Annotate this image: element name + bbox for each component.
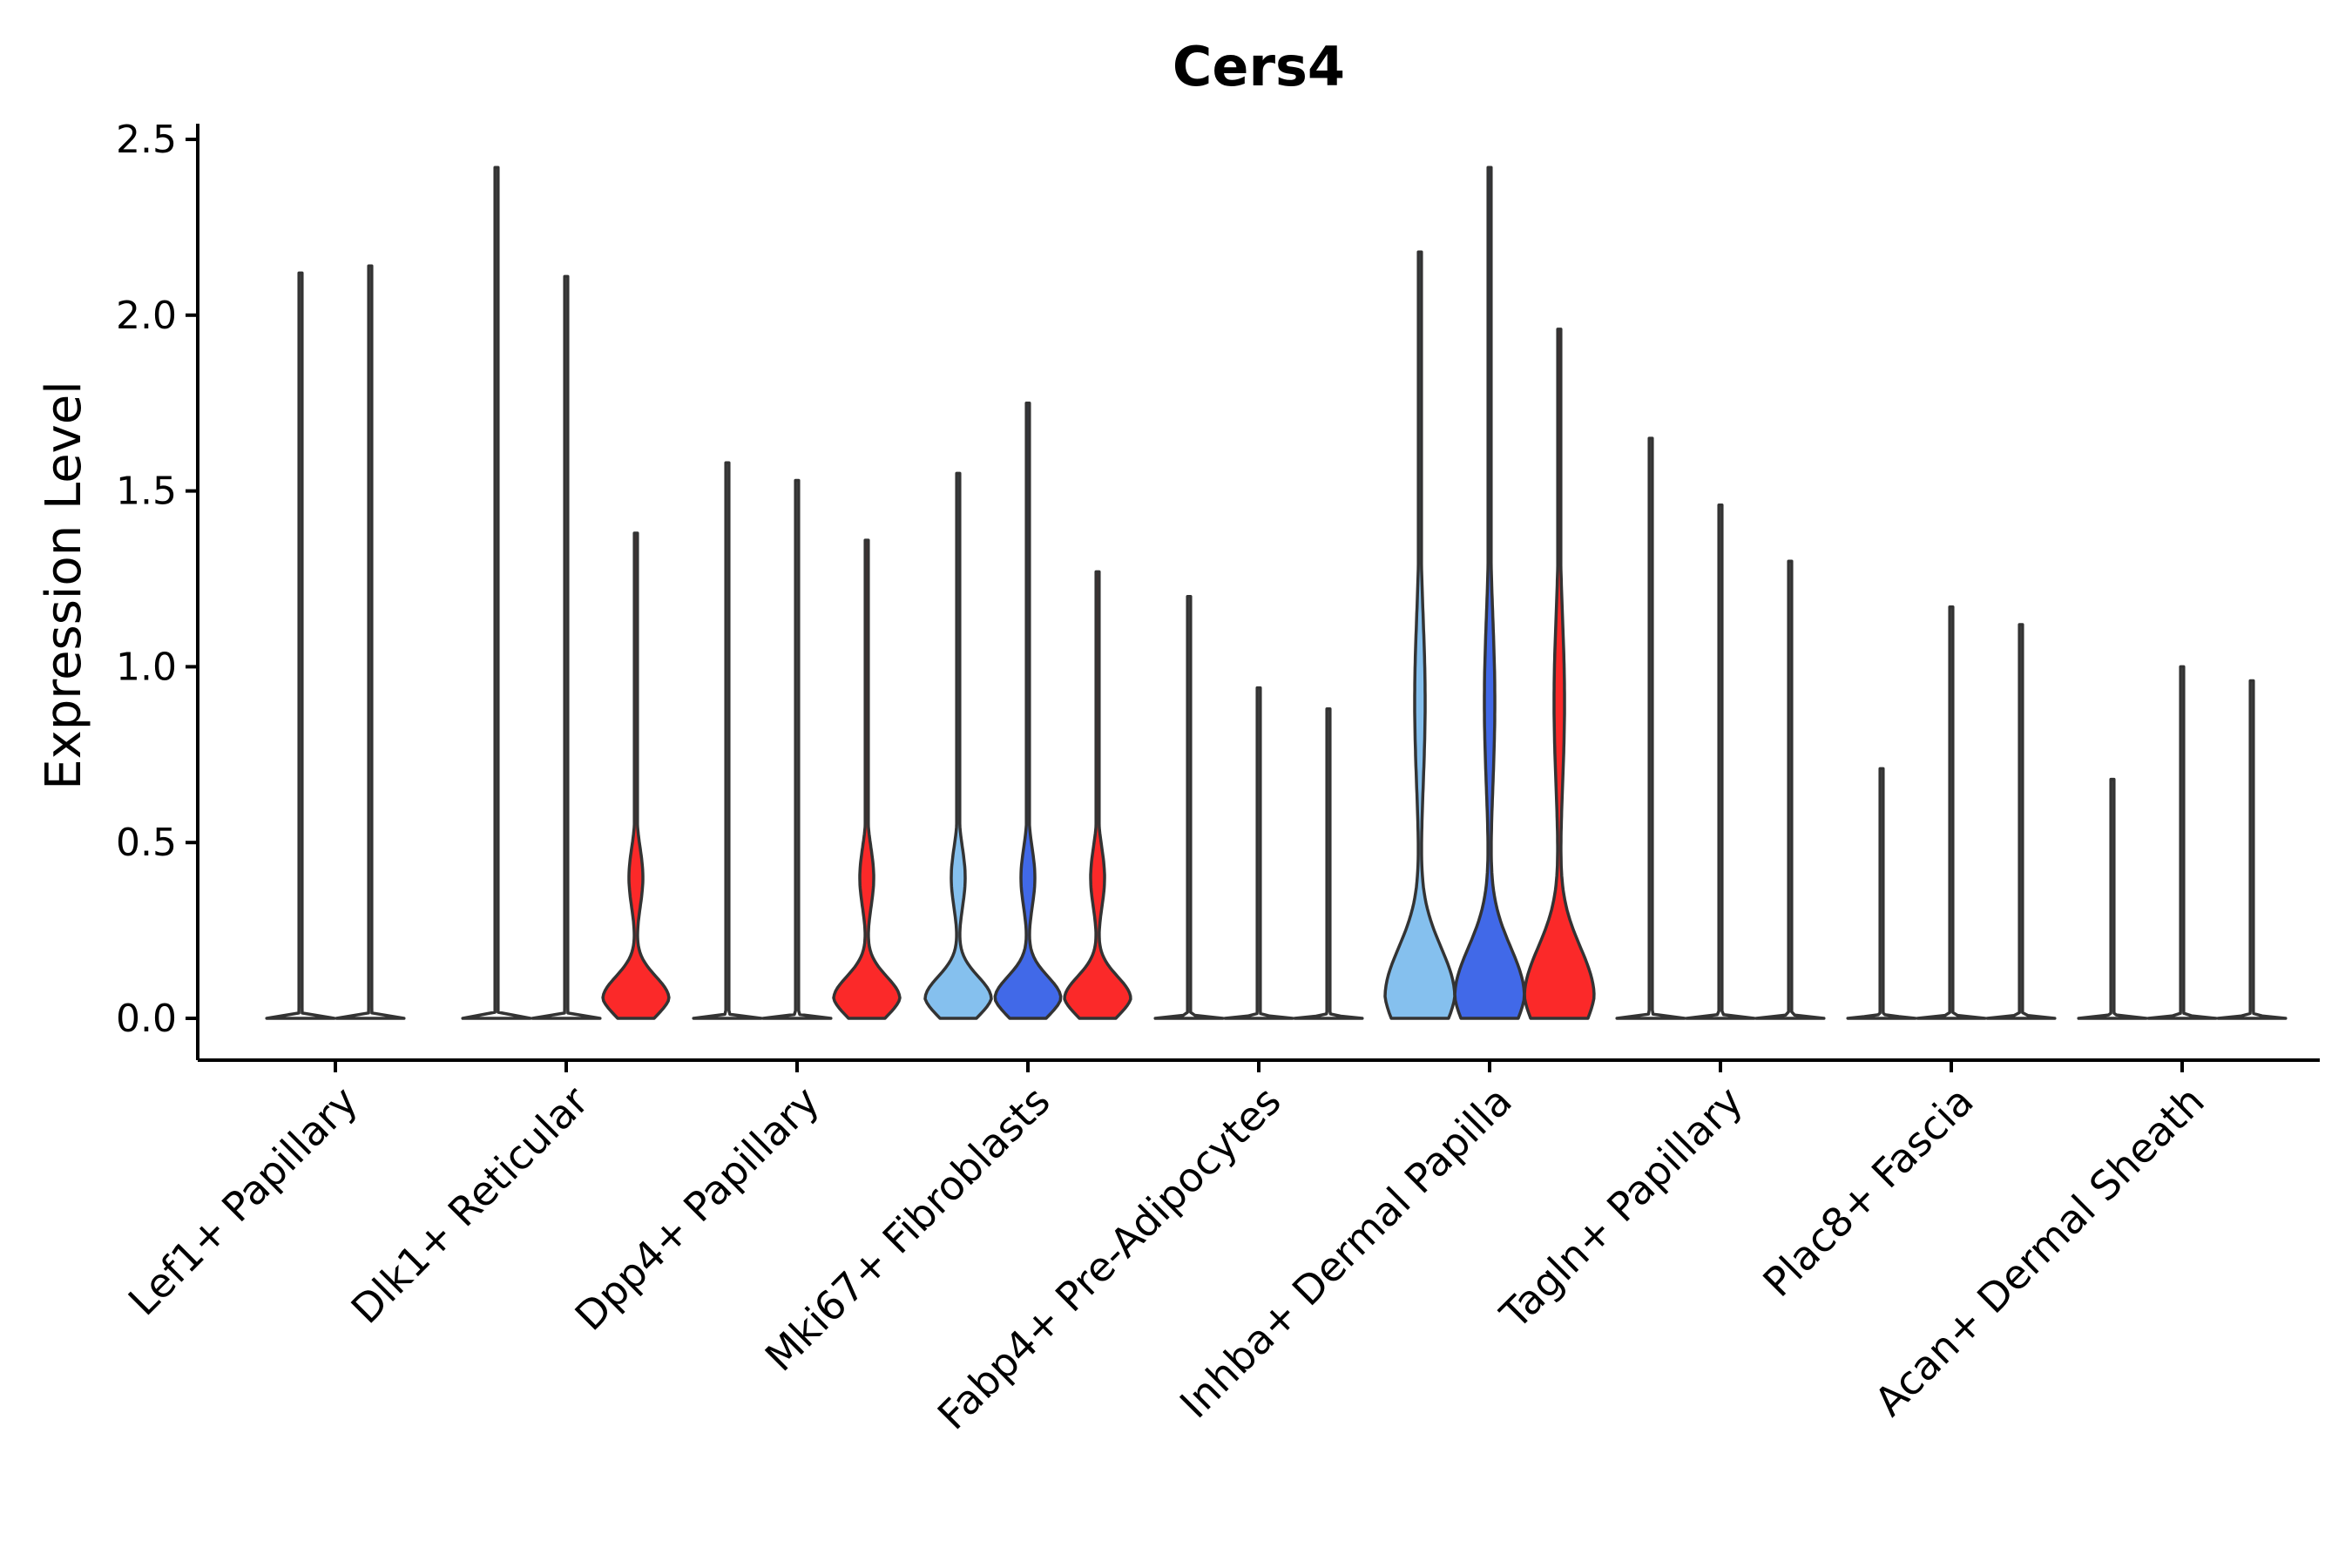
violin-2-3 [601, 531, 671, 1020]
violin-5-1 [1153, 594, 1225, 1020]
violin-4-1 [923, 471, 993, 1020]
violin-7-3 [1754, 559, 1826, 1020]
violin-3-1 [692, 461, 763, 1020]
x-tick-label: Tagln+ Papillary [1490, 1078, 1752, 1339]
violin-2-2 [531, 274, 602, 1020]
violin-8-2 [1916, 605, 1987, 1020]
x-tick-label: Plac8+ Fascia [1754, 1078, 1982, 1306]
violin-4-2 [993, 401, 1063, 1020]
y-axis-label: Expression Level [36, 381, 92, 790]
violin-7-2 [1685, 503, 1756, 1020]
y-tick-label: 0.5 [116, 821, 177, 865]
violin-5-3 [1293, 707, 1364, 1020]
violin-4-3 [1063, 570, 1132, 1020]
violin-8-3 [1985, 623, 2057, 1020]
violin-9-3 [2216, 679, 2288, 1020]
y-tick-label: 1.0 [116, 645, 177, 689]
violin-6-3 [1523, 328, 1596, 1020]
violin-3-2 [761, 478, 833, 1020]
y-tick-label: 2.5 [116, 118, 177, 162]
violin-3-3 [832, 538, 902, 1020]
y-ticks: 0.0 0.5 1.0 1.5 2.0 2.5 [116, 118, 198, 1041]
violin-7-1 [1615, 436, 1686, 1020]
x-tick-label: Dpp4+ Papillary [566, 1078, 828, 1340]
y-tick-label: 0.0 [116, 997, 177, 1041]
violin-2-1 [461, 166, 532, 1020]
violin-6-2 [1453, 166, 1526, 1020]
chart-title: Cers4 [1173, 35, 1345, 98]
violin-6-1 [1383, 250, 1456, 1020]
violin-9-1 [2077, 777, 2148, 1020]
y-tick-label: 1.5 [116, 470, 177, 514]
violin-5-2 [1223, 686, 1294, 1020]
x-tick-label: Dlk1+ Reticular [342, 1078, 598, 1333]
violin-1-1 [265, 271, 336, 1020]
violin-8-1 [1846, 767, 1917, 1020]
y-tick-label: 2.0 [116, 294, 177, 338]
violins-layer [265, 166, 2288, 1020]
x-tick-label: Lef1+ Papillary [119, 1078, 367, 1325]
violin-9-2 [2146, 665, 2218, 1020]
violin-1-2 [335, 264, 406, 1020]
